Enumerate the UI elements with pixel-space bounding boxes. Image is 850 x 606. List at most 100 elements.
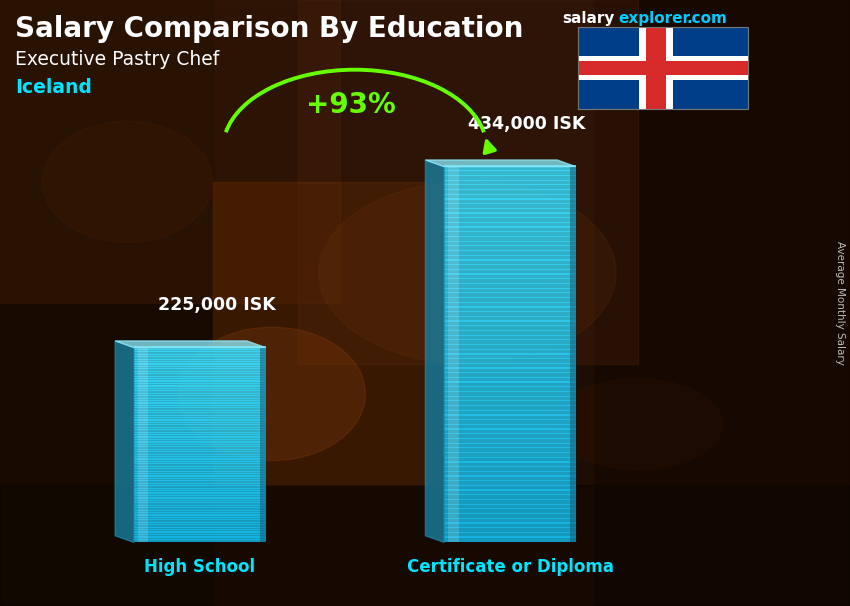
Bar bbox=[444, 165, 575, 171]
Bar bbox=[134, 383, 265, 387]
Bar bbox=[134, 514, 265, 518]
Bar bbox=[444, 461, 575, 467]
Bar bbox=[134, 527, 265, 530]
Bar bbox=[444, 273, 575, 279]
Bar bbox=[444, 175, 575, 181]
Bar bbox=[444, 353, 575, 359]
Bar bbox=[134, 490, 265, 494]
Bar bbox=[444, 348, 575, 355]
Bar bbox=[444, 513, 575, 519]
Bar bbox=[444, 264, 575, 270]
Bar bbox=[134, 398, 265, 401]
Text: explorer: explorer bbox=[618, 11, 690, 26]
Bar bbox=[444, 452, 575, 458]
Bar bbox=[444, 292, 575, 298]
Bar bbox=[639, 27, 673, 109]
Bar bbox=[444, 339, 575, 345]
Bar bbox=[134, 502, 265, 506]
Bar bbox=[134, 510, 265, 513]
Bar bbox=[134, 412, 265, 416]
Text: .com: .com bbox=[687, 11, 728, 26]
Bar bbox=[444, 208, 575, 214]
Bar bbox=[444, 508, 575, 514]
Bar bbox=[444, 419, 575, 425]
Bar bbox=[444, 203, 575, 209]
Bar bbox=[444, 367, 575, 373]
Bar bbox=[0, 0, 212, 606]
Bar bbox=[444, 198, 575, 204]
Bar bbox=[134, 500, 265, 504]
Bar bbox=[444, 184, 575, 190]
Bar bbox=[134, 507, 265, 511]
Bar bbox=[444, 325, 575, 331]
Bar bbox=[134, 385, 265, 389]
Bar bbox=[444, 194, 575, 199]
Bar bbox=[578, 27, 748, 109]
Bar bbox=[444, 410, 575, 416]
Bar bbox=[134, 368, 265, 372]
Bar bbox=[444, 330, 575, 336]
Bar bbox=[444, 268, 575, 275]
Bar bbox=[134, 378, 265, 382]
Bar bbox=[444, 250, 575, 256]
Bar bbox=[134, 531, 265, 535]
Bar bbox=[134, 488, 265, 491]
Bar bbox=[134, 495, 265, 499]
Bar bbox=[134, 539, 265, 542]
Bar bbox=[444, 372, 575, 378]
Bar bbox=[444, 415, 575, 421]
Bar bbox=[444, 485, 575, 491]
Polygon shape bbox=[425, 160, 444, 542]
Bar bbox=[444, 433, 575, 439]
Bar bbox=[134, 478, 265, 482]
Bar bbox=[134, 524, 265, 528]
Bar bbox=[134, 393, 265, 396]
Bar bbox=[444, 386, 575, 392]
Ellipse shape bbox=[552, 379, 722, 470]
Bar bbox=[134, 529, 265, 533]
Bar bbox=[570, 167, 576, 542]
Bar bbox=[444, 457, 575, 462]
Bar bbox=[578, 56, 748, 81]
Bar bbox=[444, 245, 575, 251]
Bar bbox=[444, 499, 575, 505]
Bar bbox=[444, 179, 575, 185]
Bar bbox=[444, 278, 575, 284]
Bar bbox=[134, 517, 265, 521]
Bar bbox=[444, 475, 575, 481]
Bar bbox=[444, 536, 575, 542]
Bar bbox=[444, 494, 575, 500]
Bar bbox=[444, 321, 575, 326]
Bar bbox=[134, 410, 265, 413]
Bar bbox=[134, 422, 265, 425]
Text: 434,000 ISK: 434,000 ISK bbox=[468, 115, 586, 133]
Bar bbox=[134, 465, 265, 469]
Bar bbox=[134, 519, 265, 523]
Bar bbox=[134, 476, 265, 479]
Bar bbox=[134, 461, 265, 464]
Bar bbox=[134, 405, 265, 408]
Bar bbox=[444, 522, 575, 528]
Bar bbox=[134, 536, 265, 540]
Bar bbox=[444, 217, 575, 223]
Bar bbox=[134, 522, 265, 525]
Bar bbox=[134, 364, 265, 367]
Bar bbox=[212, 182, 425, 485]
Bar bbox=[134, 458, 265, 462]
Text: Salary Comparison By Education: Salary Comparison By Education bbox=[15, 15, 524, 43]
Text: +93%: +93% bbox=[306, 91, 395, 119]
Polygon shape bbox=[116, 341, 265, 348]
Bar bbox=[134, 431, 265, 435]
Bar bbox=[134, 429, 265, 433]
Bar bbox=[134, 439, 265, 442]
Bar bbox=[444, 480, 575, 486]
Bar bbox=[448, 167, 458, 542]
Bar bbox=[134, 456, 265, 459]
Bar bbox=[646, 27, 666, 109]
Bar bbox=[134, 388, 265, 391]
Bar bbox=[444, 241, 575, 247]
Bar bbox=[444, 504, 575, 510]
Bar bbox=[134, 512, 265, 516]
Bar bbox=[134, 473, 265, 477]
Bar bbox=[134, 427, 265, 430]
